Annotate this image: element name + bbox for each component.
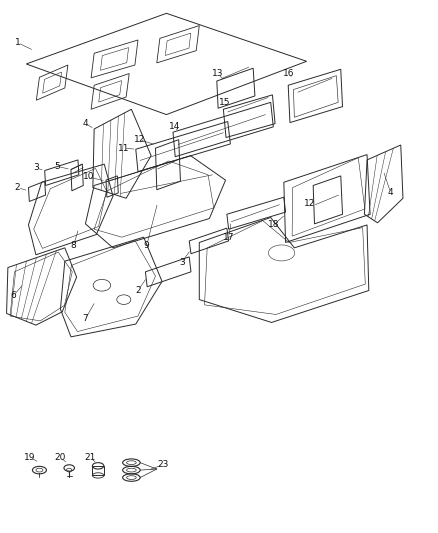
Text: 7: 7 <box>82 314 88 323</box>
Text: 12: 12 <box>304 199 316 208</box>
Text: 11: 11 <box>118 144 129 152</box>
Text: 4: 4 <box>83 119 88 128</box>
Text: 1: 1 <box>14 38 21 47</box>
Text: 12: 12 <box>134 135 145 144</box>
Text: 2: 2 <box>15 183 20 192</box>
Text: 14: 14 <box>169 123 180 131</box>
Text: 3: 3 <box>33 164 39 172</box>
Text: 15: 15 <box>219 98 230 107</box>
Text: 8: 8 <box>71 241 77 249</box>
Text: 23: 23 <box>157 461 169 469</box>
Text: 17: 17 <box>223 233 234 241</box>
Text: 13: 13 <box>212 69 224 78</box>
Text: 4: 4 <box>388 189 393 197</box>
Text: 2: 2 <box>135 286 141 295</box>
Text: 6: 6 <box>10 292 16 300</box>
Text: 9: 9 <box>144 241 150 249</box>
Text: 3: 3 <box>179 258 185 266</box>
Text: 16: 16 <box>283 69 295 78</box>
Text: 19: 19 <box>24 453 35 462</box>
Text: 21: 21 <box>84 453 95 462</box>
Text: 18: 18 <box>268 221 279 229</box>
Text: 5: 5 <box>54 162 60 171</box>
Text: 10: 10 <box>83 173 94 181</box>
Text: 20: 20 <box>55 453 66 462</box>
